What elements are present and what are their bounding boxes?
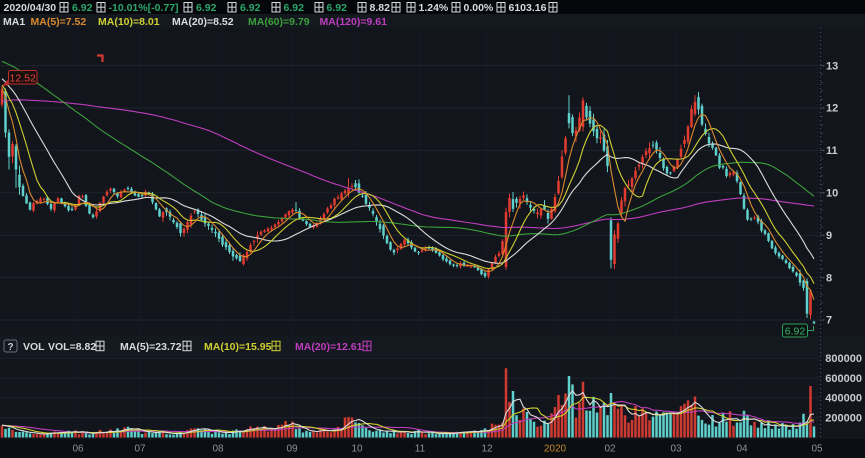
svg-text:?: ?	[7, 342, 13, 353]
svg-text:7: 7	[826, 315, 832, 327]
svg-text:VOL=8.82: VOL=8.82	[48, 341, 96, 353]
svg-text:8.82: 8.82	[370, 2, 391, 14]
svg-text:MA(10)=15.95: MA(10)=15.95	[204, 341, 272, 353]
svg-text:07: 07	[134, 444, 146, 455]
svg-text:04: 04	[736, 444, 748, 455]
svg-text:MA(120)=9.61: MA(120)=9.61	[320, 16, 388, 28]
svg-text:11: 11	[415, 444, 426, 455]
svg-text:02: 02	[604, 444, 616, 455]
svg-text:1.24%: 1.24%	[419, 2, 449, 14]
svg-text:6.92: 6.92	[327, 2, 348, 14]
svg-text:MA(20)=8.52: MA(20)=8.52	[172, 16, 234, 28]
svg-text:6.92: 6.92	[284, 2, 305, 14]
svg-text:MA(20)=12.61: MA(20)=12.61	[295, 341, 363, 353]
svg-text:06: 06	[72, 444, 84, 455]
svg-text:09: 09	[286, 444, 298, 455]
svg-text:MA(10)=8.01: MA(10)=8.01	[98, 16, 160, 28]
svg-text:10: 10	[351, 444, 363, 455]
svg-text:10: 10	[826, 188, 838, 200]
svg-text:03: 03	[670, 444, 682, 455]
svg-text:0.00%: 0.00%	[464, 2, 494, 14]
svg-text:12.52: 12.52	[10, 72, 36, 84]
svg-text:6103.16: 6103.16	[509, 2, 547, 14]
svg-text:6.92: 6.92	[240, 2, 261, 14]
svg-text:8: 8	[826, 272, 832, 284]
svg-text:200000: 200000	[825, 412, 862, 424]
svg-text:MA(60)=9.79: MA(60)=9.79	[248, 16, 310, 28]
svg-text:6.92: 6.92	[196, 2, 217, 14]
svg-text:05: 05	[811, 444, 823, 455]
svg-text:9: 9	[826, 230, 832, 242]
svg-text:400000: 400000	[825, 393, 862, 405]
svg-text:MA1: MA1	[3, 16, 25, 28]
svg-text:11: 11	[826, 145, 838, 157]
svg-text:13: 13	[826, 60, 838, 72]
svg-text:12: 12	[481, 444, 493, 455]
svg-text:6.92: 6.92	[72, 2, 93, 14]
svg-text:-10.01%[-0.77]: -10.01%[-0.77]	[109, 2, 179, 14]
svg-text:MA(5)=23.72: MA(5)=23.72	[120, 341, 182, 353]
svg-text:MA(5)=7.52: MA(5)=7.52	[31, 16, 87, 28]
svg-text:VOL: VOL	[23, 341, 45, 353]
svg-text:12: 12	[826, 103, 838, 115]
svg-text:800000: 800000	[825, 353, 862, 365]
svg-text:600000: 600000	[825, 373, 862, 385]
svg-text:2020: 2020	[544, 444, 567, 455]
svg-text:08: 08	[212, 444, 224, 455]
svg-text:6.92: 6.92	[785, 325, 806, 337]
svg-text:2020/04/30: 2020/04/30	[4, 2, 57, 14]
